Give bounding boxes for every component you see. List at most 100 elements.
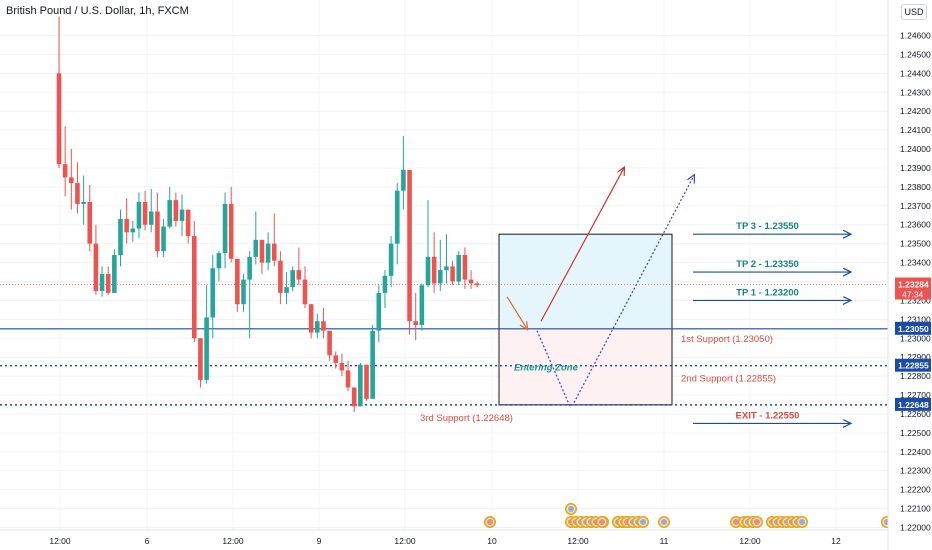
candle-body [462,255,468,280]
candle-body [376,292,382,331]
candle-body [302,279,308,305]
support-label: 2nd Support (1.22855) [681,374,776,385]
trade-zones [498,233,673,406]
support2-badge [895,358,931,372]
target-label: TP 2 - 1.23350 [736,259,799,270]
price-tick-label: 1.22700 [900,390,931,400]
dip-arrow [536,330,571,407]
event-flag [660,518,668,526]
time-tick-label: 12:00 [739,536,761,546]
candle-body [247,256,252,280]
price-tick-label: 1.23800 [900,182,931,192]
candle-body [358,364,363,407]
support3-badge-text: 1.22648 [898,400,929,410]
candle-body [118,219,123,256]
candle-body [296,270,302,280]
recovery-arrow [573,176,694,403]
candle-body [210,268,216,318]
candle-body [148,211,154,225]
uk-flag-icon [484,516,496,528]
candle-body [204,317,209,380]
candle-body [93,243,99,291]
support-levels [0,284,888,406]
candle-body [167,200,172,227]
countdown-label: 47:34 [902,290,924,300]
time-tick-label: 10 [487,536,497,546]
candle-body [192,236,197,339]
price-axis[interactable]: 1.24600 1.24500 1.24400 1.24300 1.24200 1.241… [887,0,932,550]
support3-badge [895,397,931,411]
profit-zone [499,234,672,329]
candle-body [438,270,443,284]
candle-body [216,253,222,269]
candle-body [370,330,375,399]
candle-body [425,256,431,286]
time-tick-label: 12 [831,536,841,546]
candle-body [450,266,455,282]
us-flag-icon [658,516,670,528]
candle-body [419,285,425,326]
candle-body [155,211,160,252]
candle-body [474,283,480,286]
candle-body [62,164,68,178]
price-tick-label: 1.23900 [900,163,931,173]
candle-body [284,287,289,293]
price-tick-label: 1.24300 [900,87,931,97]
price-tick-label: 1.22200 [900,485,931,495]
candle-body [278,260,283,293]
price-tick-label: 1.23200 [900,295,931,305]
candle-body [413,321,418,326]
price-tick-label: 1.22600 [900,409,931,419]
candle-body [431,256,437,284]
time-tick-label: 6 [145,536,150,546]
candle-body [81,202,86,204]
loss-zone [499,328,672,405]
uk-flag-icon [596,516,608,528]
bullish-arrow [540,168,624,322]
candle-body [241,279,246,305]
candle-body [235,258,240,305]
candle-body [136,202,142,229]
price-tick-label: 1.23400 [900,258,931,268]
candle-body [265,243,271,263]
time-axis[interactable]: 12:00 6 12:00 9 12:00 10 12:00 11 12:00 12 [0,529,888,546]
price-tick-label: 1.22900 [900,352,931,362]
candle-body [407,169,412,322]
support1-badge [895,321,931,335]
target-label: TP 3 - 1.23550 [736,221,799,232]
support-label: 3rd Support (1.22648) [420,413,513,424]
candles [56,16,480,413]
candle-body [185,209,191,237]
candle-body [75,183,80,204]
current-price-badge [895,277,931,300]
candle-body [394,190,400,244]
candle-body [253,239,259,257]
candle-body [124,219,129,233]
price-tick-label: 1.22800 [900,371,931,381]
candle-body [142,202,148,225]
candle-body [468,279,474,284]
candle-body [99,273,105,291]
event-flag [567,505,575,513]
event-flag [798,518,806,526]
candle-body [333,355,339,363]
target-label: TP 1 - 1.23200 [736,287,799,298]
price-tick-label: 1.22000 [900,523,931,533]
time-tick-label: 12:00 [394,536,416,546]
annotations: TP 3 - 1.23550 TP 2 - 1.23350 TP 1 - 1.232… [420,168,850,424]
economic-events [484,503,893,528]
time-tick-label: 12:00 [567,536,589,546]
candle-body [444,266,449,271]
candle-body [345,370,351,388]
candle-body [259,239,265,263]
currency-badge[interactable]: USD [901,4,927,20]
entry-arrow [506,296,527,329]
candle-body [179,209,185,221]
candle-body [339,362,345,371]
candle-body [56,73,62,165]
time-tick-label: 12:00 [49,536,71,546]
candle-body [382,275,388,293]
price-tick-label: 1.24000 [900,144,931,154]
price-tick-label: 1.22400 [900,447,931,457]
